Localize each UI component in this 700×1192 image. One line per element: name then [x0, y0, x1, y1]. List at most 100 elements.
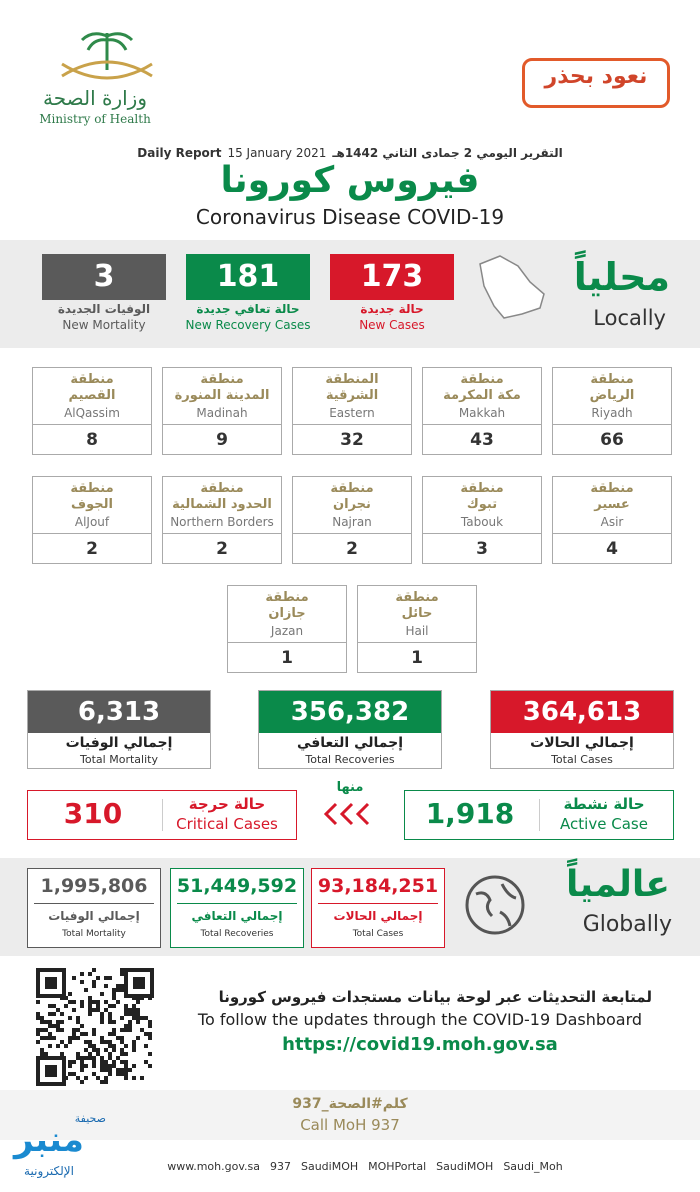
region-name-en: Northern Borders: [170, 515, 274, 529]
qr-module: [60, 1028, 64, 1032]
qr-module: [64, 1044, 68, 1048]
qr-module: [56, 1028, 60, 1032]
region-value: 8: [86, 430, 98, 450]
qr-module: [112, 1060, 116, 1064]
qr-module: [92, 1008, 96, 1012]
qr-module: [132, 1016, 136, 1020]
qr-module: [128, 1012, 132, 1016]
qr-module: [128, 1024, 132, 1028]
qr-module: [124, 1004, 128, 1008]
qr-module: [84, 1076, 88, 1080]
qr-module: [124, 1028, 128, 1032]
qr-module: [100, 1020, 104, 1024]
total-value: 6,313: [28, 691, 210, 733]
qr-module: [76, 1016, 80, 1020]
qr-module: [100, 1036, 104, 1040]
qr-module: [76, 1028, 80, 1032]
qr-module: [108, 1012, 112, 1016]
follow-url: https://covid19.moh.gov.sa: [282, 1034, 558, 1055]
qr-module: [120, 984, 124, 988]
campaign-badge: [522, 58, 670, 108]
qr-module: [56, 1044, 60, 1048]
qr-module: [108, 1072, 112, 1076]
total-label-ar: إجمالي التعافي: [296, 735, 404, 751]
qr-module: [108, 1004, 112, 1008]
total-label-en: Total Mortality: [80, 753, 158, 766]
qr-module: [148, 1024, 152, 1028]
qr-module: [84, 1056, 88, 1060]
qr-module: [36, 1028, 40, 1032]
active-sep: [539, 799, 540, 831]
qr-module: [68, 1036, 72, 1040]
qr-module: [92, 968, 96, 972]
qr-module: [45, 977, 57, 989]
global-divider: [177, 903, 297, 904]
qr-module: [60, 1040, 64, 1044]
qr-module: [88, 1052, 92, 1056]
qr-module: [124, 1076, 128, 1080]
qr-module: [68, 1016, 72, 1020]
region-prefix: منطقة: [460, 481, 504, 496]
qr-module: [84, 988, 88, 992]
qr-module: [132, 1008, 136, 1012]
social-item: MOHPortal: [368, 1160, 427, 1173]
qr-module: [120, 1028, 124, 1032]
critical-label-ar: حالة حرجة: [188, 795, 266, 813]
qr-module: [48, 1024, 52, 1028]
region-divider: [163, 533, 281, 534]
region-value: 32: [340, 430, 364, 450]
qr-module: [36, 1000, 40, 1004]
qr-module: [104, 1060, 108, 1064]
qr-module: [80, 1064, 84, 1068]
local-label-en: New Cases: [359, 318, 425, 332]
qr-module: [80, 1024, 84, 1028]
qr-module: [132, 1044, 136, 1048]
region-divider: [553, 424, 671, 425]
region-divider: [228, 642, 346, 643]
qr-module: [136, 1020, 140, 1024]
region-prefix: منطقة: [200, 481, 244, 496]
qr-module: [72, 1072, 76, 1076]
date-ar: التقرير اليومي 2 جمادى الثاني 1442هـ: [332, 146, 563, 160]
qr-module: [132, 1076, 136, 1080]
qr-module: [104, 1080, 108, 1084]
qr-module: [88, 1040, 92, 1044]
active-card: 1,918 حالة نشطة Active Case: [404, 790, 674, 840]
qr-module: [120, 972, 124, 976]
global-label-en: Total Mortality: [62, 929, 126, 939]
critical-label-en: Critical Cases: [176, 815, 278, 833]
region-prefix: منطقة: [460, 372, 504, 387]
qr-module: [124, 1012, 128, 1016]
region-value: 4: [606, 539, 618, 559]
total-label-ar: إجمالي الوفيات: [65, 735, 173, 751]
date-line: Daily Report 15 January 2021 التقرير اليوم…: [100, 146, 600, 160]
qr-module: [88, 1044, 92, 1048]
social-item: SaudiMOH: [300, 1160, 359, 1173]
qr-module: [112, 992, 116, 996]
region-prefix: منطقة: [330, 481, 374, 496]
qr-module: [92, 980, 96, 984]
follow-en: To follow the updates through the COVID-…: [197, 1010, 643, 1029]
critical-value: 310: [63, 797, 123, 830]
qr-module: [112, 1032, 116, 1036]
region-prefix: منطقة: [70, 372, 114, 387]
qr-module: [72, 976, 76, 980]
local-label-ar: حالة جديدة: [360, 302, 424, 316]
region-divider: [293, 533, 411, 534]
qr-code: [36, 968, 154, 1086]
qr-module: [108, 1068, 112, 1072]
qr-module: [132, 1012, 136, 1016]
qr-module: [92, 1060, 96, 1064]
qr-module: [80, 1000, 84, 1004]
region-value: 66: [600, 430, 624, 450]
total-label-en: Total Cases: [551, 753, 613, 766]
qr-module: [120, 1068, 124, 1072]
qr-module: [44, 1020, 48, 1024]
qr-module: [80, 1004, 84, 1008]
local-label-en: New Mortality: [62, 318, 146, 332]
qr-module: [120, 1016, 124, 1020]
region-name-ar: القصيم: [68, 388, 116, 403]
qr-module: [44, 1052, 48, 1056]
qr-module: [84, 1064, 88, 1068]
